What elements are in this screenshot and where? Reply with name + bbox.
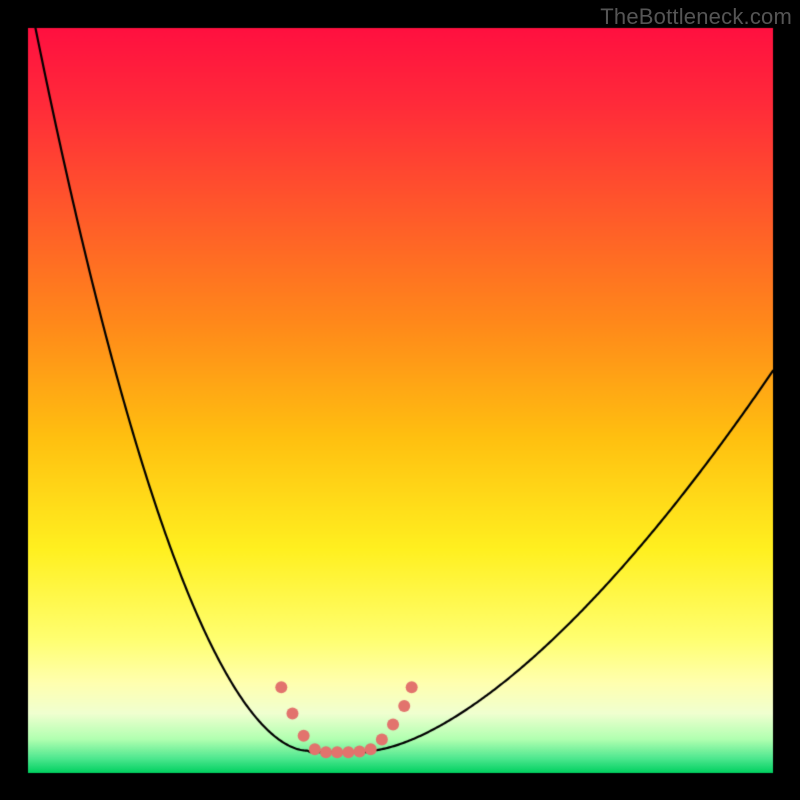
watermark-text: TheBottleneck.com bbox=[600, 4, 792, 30]
bottleneck-curve-chart bbox=[0, 0, 800, 800]
